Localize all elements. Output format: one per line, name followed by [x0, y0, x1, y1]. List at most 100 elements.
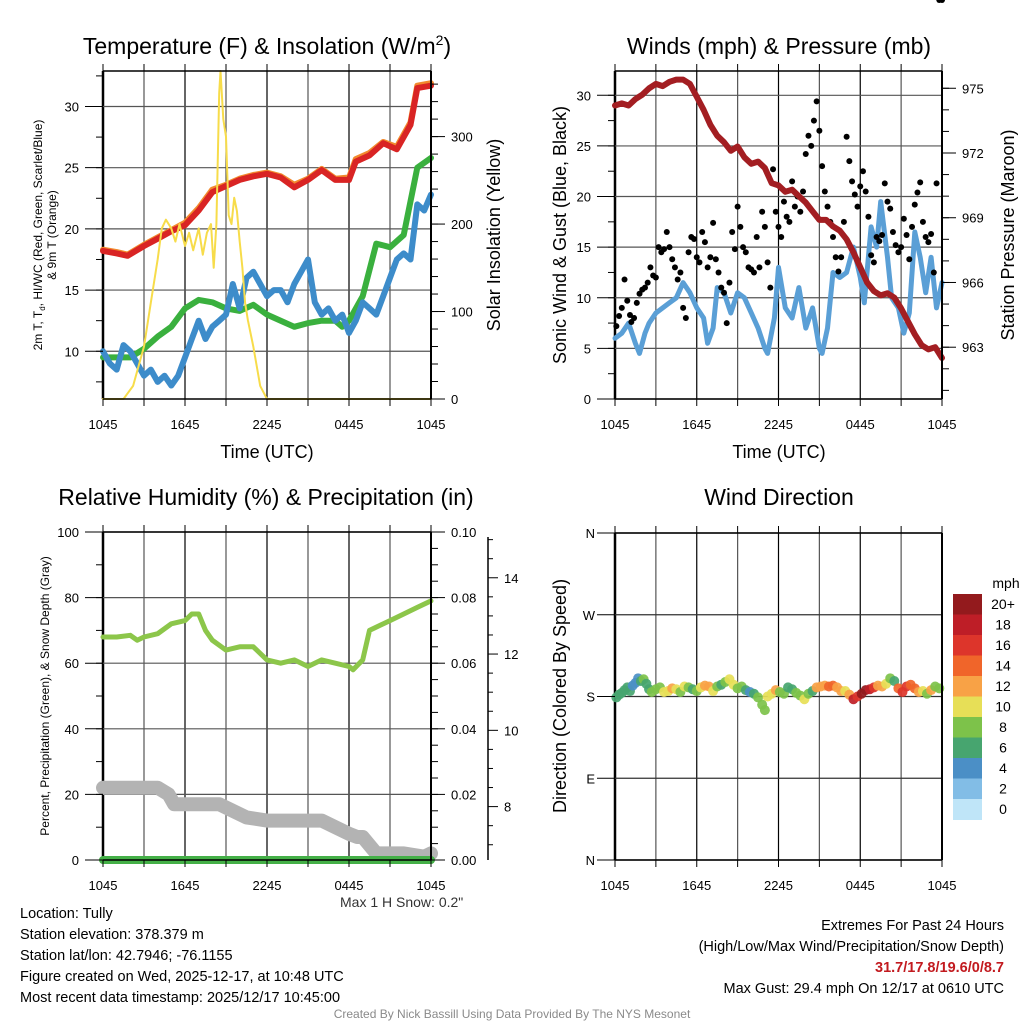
- y-tick-label: 30: [65, 99, 79, 114]
- y2-tick-label: 200: [451, 217, 473, 232]
- gust-point: [655, 244, 662, 251]
- max-snow-note: Max 1 H Snow: 0.2": [340, 894, 464, 910]
- gust-point: [669, 256, 676, 263]
- gust-point: [816, 127, 823, 134]
- y-tick-label: E: [586, 771, 595, 786]
- x-tick-label: 1045: [928, 878, 957, 893]
- gust-point: [786, 218, 793, 225]
- gust-point: [810, 117, 817, 124]
- gust-point: [740, 244, 747, 251]
- gust-point: [721, 289, 727, 296]
- winds-panel-title: Winds (mph) & Pressure (mb): [627, 33, 931, 59]
- y2-tick-label: 0.00: [451, 853, 476, 868]
- colorbar-label: 0: [999, 801, 1007, 817]
- humidity-panel: Relative Humidity (%) & Precipitation (i…: [38, 484, 518, 893]
- recent-timestamp-text: Most recent data timestamp: 2025/12/17 1…: [20, 990, 341, 1006]
- y2-tick-label: 300: [451, 130, 473, 145]
- gust-point: [895, 249, 902, 256]
- gust-point: [884, 198, 891, 205]
- gust-point: [704, 264, 711, 271]
- gust-point: [797, 208, 804, 215]
- gust-point: [775, 223, 782, 230]
- gust-point: [887, 205, 894, 212]
- temperature-grid: [101, 71, 432, 399]
- colorbar-title: mph: [992, 575, 1019, 591]
- gust-point: [652, 274, 659, 281]
- gust-point: [778, 234, 785, 241]
- gust-point: [723, 320, 730, 327]
- x-tick-label: 1645: [682, 878, 711, 893]
- gust-point: [840, 218, 847, 225]
- colorbar-swatch: [953, 717, 982, 738]
- colorbar-swatch: [953, 655, 982, 677]
- winds-series: [612, 0, 945, 361]
- gust-point: [710, 219, 717, 226]
- winds-x-label: Time (UTC): [732, 442, 825, 462]
- series-line-sonic-wind: [612, 199, 945, 356]
- x-tick-label: 1045: [417, 417, 446, 432]
- y-tick-label: 15: [65, 283, 79, 298]
- gust-point: [925, 239, 932, 246]
- extremes-fields: (High/Low/Max Wind/Precipitation/Snow De…: [698, 939, 1004, 955]
- gust-point: [832, 254, 839, 261]
- gust-point: [633, 299, 640, 306]
- gust-point: [911, 201, 918, 208]
- gust-point: [900, 215, 907, 222]
- y-tick-label: 40: [65, 722, 79, 737]
- colorbar-swatch: [953, 594, 982, 615]
- y-tick-label: 80: [65, 591, 79, 606]
- gust-point: [759, 208, 766, 215]
- gust-point: [696, 259, 703, 266]
- y2-tick-label: 975: [962, 81, 984, 96]
- wind-direction-point: [753, 692, 764, 703]
- gust-point: [715, 269, 722, 276]
- winds-y-label: Sonic Wind & Gust (Blue, Black): [550, 106, 570, 364]
- temperature-y-label-line1: 2m T, Td, HI/WC (Red, Green, Scarlet/Blu…: [31, 120, 47, 351]
- y2-tick-label: 0.08: [451, 591, 476, 606]
- gust-point: [647, 264, 654, 271]
- y-tick-label: 20: [577, 190, 591, 205]
- y-tick-label: 10: [577, 291, 591, 306]
- gust-point: [808, 142, 815, 149]
- gust-point: [618, 304, 625, 311]
- colorbar-label: 6: [999, 740, 1007, 756]
- gust-point: [616, 312, 623, 319]
- gust-point: [854, 203, 861, 210]
- y2-tick-label: 0.02: [451, 787, 476, 802]
- temperature-y-label-line2: & 9m T (Orange): [45, 190, 59, 280]
- x-tick-label: 1045: [928, 417, 957, 432]
- gust-point: [680, 304, 687, 311]
- gust-point: [729, 228, 736, 235]
- gust-point: [903, 232, 910, 238]
- colorbar-swatch: [953, 676, 982, 697]
- x-tick-label: 1045: [89, 878, 118, 893]
- wind-direction-panel-title: Wind Direction: [704, 484, 854, 510]
- humidity-panel-title: Relative Humidity (%) & Precipitation (i…: [58, 484, 473, 510]
- gust-point: [783, 213, 790, 220]
- gust-point: [889, 228, 896, 235]
- y2-tick-label: 100: [451, 305, 473, 320]
- gust-point: [734, 203, 741, 210]
- y-tick-label: S: [586, 690, 595, 705]
- max-gust-text: Max Gust: 29.4 mph On 12/17 at 0610 UTC: [723, 981, 1004, 997]
- y-tick-label: 100: [57, 525, 79, 540]
- gust-point: [849, 178, 856, 185]
- gust-point: [674, 276, 681, 283]
- y-tick-label: 60: [65, 656, 79, 671]
- y-tick-label: 25: [65, 161, 79, 176]
- y2-tick-label: 963: [962, 340, 984, 355]
- gust-point: [835, 268, 842, 275]
- colorbar-label: 8: [999, 719, 1007, 735]
- y2-tick-label: 0.04: [451, 722, 476, 737]
- colorbar-swatch: [953, 799, 982, 820]
- gust-point: [641, 284, 648, 291]
- gust-point: [914, 189, 921, 196]
- wind-direction-point: [889, 676, 900, 687]
- colorbar-swatch: [953, 758, 982, 779]
- y-tick-label: 25: [577, 139, 591, 154]
- winds-panel: Winds (mph) & Pressure (mb) 1045 1645 2245…: [550, 0, 1018, 462]
- x-tick-label: 1645: [682, 417, 711, 432]
- series-line-solar-insolation: [102, 70, 432, 400]
- temperature-series: [100, 70, 434, 400]
